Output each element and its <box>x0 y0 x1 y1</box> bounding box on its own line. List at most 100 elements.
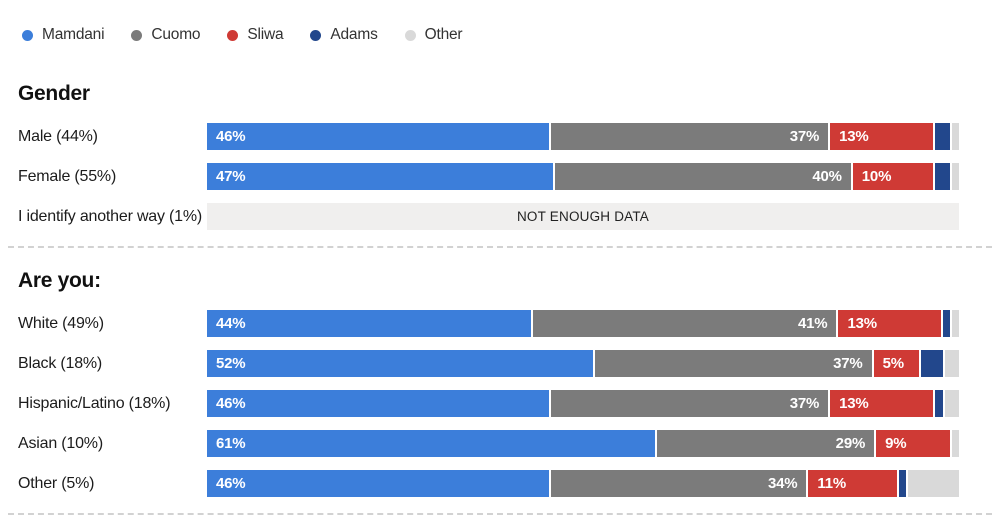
bar-segment-cuomo: 41% <box>533 310 837 337</box>
demographic-row: Asian (10%) 61% 29% 9% <box>18 430 959 457</box>
bar-segment-other <box>951 430 959 457</box>
bar-segment-sliwa: 11% <box>808 470 898 497</box>
bar-segment-cuomo: 40% <box>554 163 851 190</box>
section-are-you: Are you: White (49%) 44% 41% 13% Black (18%) 5… <box>8 269 992 515</box>
segment-value-label: 9% <box>885 435 907 452</box>
bar-segment-mamdani: 61% <box>207 430 655 457</box>
bar-segment-sliwa: 10% <box>852 163 934 190</box>
legend-item-adams: Adams <box>310 26 378 44</box>
bar-segment-cuomo: 37% <box>551 123 829 150</box>
bar-segment-adams <box>935 123 950 150</box>
demographic-row: Female (55%) 47% 40% 10% <box>18 163 959 190</box>
legend-label: Other <box>424 26 463 43</box>
legend-label: Cuomo <box>151 26 201 43</box>
section-title: Gender <box>18 82 90 105</box>
legend-item-sliwa: Sliwa <box>227 26 284 44</box>
legend-item-cuomo: Cuomo <box>131 26 201 44</box>
segment-value-label: 40% <box>812 168 842 185</box>
bar-segment-sliwa: 5% <box>873 350 919 377</box>
bar-segment-cuomo: 37% <box>551 390 829 417</box>
legend-dot-other <box>404 29 416 41</box>
bar-segment-mamdani: 47% <box>207 163 553 190</box>
bar-segment-mamdani: 52% <box>207 350 593 377</box>
stacked-bar: 46% 34% 11% <box>207 470 960 497</box>
legend-label: Sliwa <box>247 26 284 43</box>
legend-dot-mamdani <box>22 29 33 41</box>
legend-dot-adams <box>310 29 322 41</box>
row-label: Asian (10%) <box>18 434 103 452</box>
section-divider <box>8 246 992 248</box>
segment-value-label: 13% <box>839 128 869 145</box>
demographic-row: Black (18%) 52% 37% 5% <box>18 350 960 377</box>
legend-item-other: Other <box>404 26 463 44</box>
bar-segment-other <box>944 390 960 417</box>
stacked-bar: 52% 37% 5% <box>207 350 960 377</box>
row-label: Female (55%) <box>18 167 117 185</box>
bar-segment-sliwa: 13% <box>830 390 934 417</box>
demographic-row: Male (44%) 46% 37% 13% <box>18 123 960 150</box>
segment-value-label: 41% <box>798 315 828 332</box>
bar-segment-adams <box>942 310 950 337</box>
demographic-row: White (49%) 44% 41% 13% <box>18 310 959 337</box>
segment-value-label: 29% <box>835 435 866 452</box>
bar-segment-other <box>944 350 960 377</box>
bar-segment-adams <box>935 163 950 190</box>
segment-value-label: 46% <box>216 128 246 145</box>
no-data-bar: NOT ENOUGH DATA <box>207 203 959 230</box>
segment-value-label: 11% <box>817 475 847 492</box>
demographic-row: Hispanic/Latino (18%) 46% 37% 13% <box>18 390 960 417</box>
bar-segment-sliwa: 13% <box>830 123 934 150</box>
bar-segment-mamdani: 44% <box>207 310 532 337</box>
bar-segment-mamdani: 46% <box>207 390 550 417</box>
section-gender: Gender Male (44%) 46% 37% 13% Female (55%) 47%… <box>8 82 992 248</box>
legend-label: Mamdani <box>42 26 105 43</box>
stacked-bar: 44% 41% 13% <box>207 310 959 337</box>
legend-dot-cuomo <box>131 29 143 41</box>
segment-value-label: 37% <box>789 395 820 412</box>
legend-dot-sliwa <box>227 29 239 41</box>
bar-segment-other <box>908 470 960 497</box>
row-label: I identify another way (1%) <box>18 207 203 225</box>
segment-value-label: 13% <box>847 315 877 332</box>
bar-segment-adams <box>935 390 943 417</box>
bar-segment-sliwa: 13% <box>838 310 941 337</box>
bar-segment-adams <box>899 470 907 497</box>
bar-segment-other <box>951 163 959 190</box>
bar-segment-cuomo: 29% <box>656 430 875 457</box>
bar-segment-cuomo: 37% <box>594 350 872 377</box>
no-data-text: NOT ENOUGH DATA <box>516 209 649 224</box>
stacked-bar: 61% 29% 9% <box>207 430 959 457</box>
legend-label: Adams <box>330 26 378 43</box>
section-divider <box>8 513 992 515</box>
demographic-row: I identify another way (1%) NOT ENOUGH DA… <box>18 203 959 230</box>
row-label: Male (44%) <box>18 127 98 145</box>
section-title: Are you: <box>18 269 101 292</box>
bar-segment-adams <box>920 350 943 377</box>
bar-segment-sliwa: 9% <box>876 430 950 457</box>
segment-value-label: 46% <box>216 475 246 492</box>
segment-value-label: 10% <box>861 168 892 185</box>
row-label: Hispanic/Latino (18%) <box>18 394 171 412</box>
segment-value-label: 46% <box>216 395 246 412</box>
segment-value-label: 5% <box>882 355 904 372</box>
legend-item-mamdani: Mamdani <box>22 26 105 44</box>
bar-segment-other <box>951 123 960 150</box>
segment-value-label: 37% <box>833 355 863 372</box>
segment-value-label: 44% <box>216 315 246 332</box>
row-label: Black (18%) <box>18 354 103 372</box>
bar-segment-mamdani: 46% <box>207 470 550 497</box>
segment-value-label: 37% <box>789 128 820 145</box>
segment-value-label: 13% <box>839 395 869 412</box>
segment-value-label: 47% <box>216 168 246 185</box>
segment-value-label: 34% <box>767 475 798 492</box>
stacked-bar: 46% 37% 13% <box>207 123 960 150</box>
demographic-row: Other (5%) 46% 34% 11% <box>18 470 960 497</box>
segment-value-label: 52% <box>216 355 246 372</box>
bar-segment-mamdani: 46% <box>207 123 550 150</box>
bar-segment-cuomo: 34% <box>551 470 807 497</box>
poll-sections: Gender Male (44%) 46% 37% 13% Female (55%) 47%… <box>8 82 992 515</box>
row-label: Other (5%) <box>18 474 95 492</box>
bar-segment-other <box>951 310 959 337</box>
candidate-legend: Mamdani Cuomo Sliwa Adams Other <box>18 26 959 44</box>
segment-value-label: 61% <box>216 435 246 452</box>
